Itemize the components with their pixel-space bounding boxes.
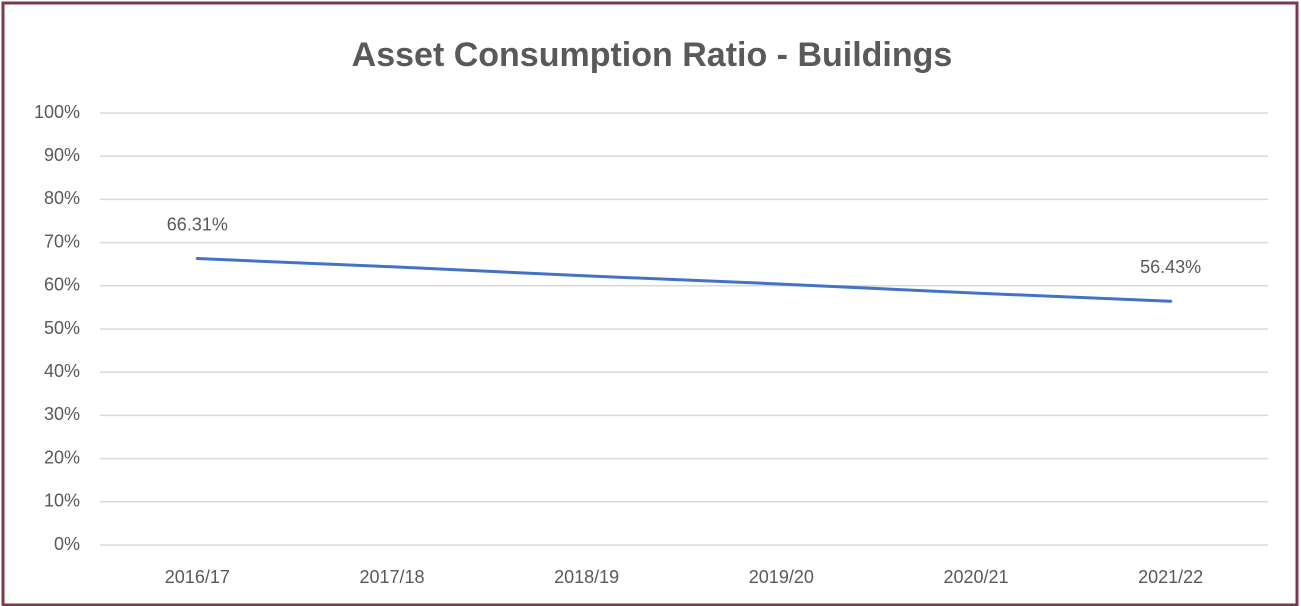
data-line bbox=[195, 257, 1173, 303]
y-tick-label: 100% bbox=[34, 102, 80, 122]
y-tick-label: 10% bbox=[44, 491, 80, 511]
chart-title: Asset Consumption Ratio - Buildings bbox=[352, 36, 953, 74]
y-tick-label: 30% bbox=[44, 404, 80, 424]
y-tick-label: 40% bbox=[44, 361, 80, 381]
x-tick-label: 2018/19 bbox=[554, 567, 619, 587]
x-tick-label: 2016/17 bbox=[165, 567, 230, 587]
y-tick-label: 0% bbox=[54, 534, 80, 554]
x-tick-label: 2019/20 bbox=[749, 567, 814, 587]
y-tick-label: 60% bbox=[44, 275, 80, 295]
data-label: 66.31% bbox=[167, 214, 228, 234]
y-tick-label: 90% bbox=[44, 145, 80, 165]
y-tick-label: 80% bbox=[44, 188, 80, 208]
y-tick-label: 50% bbox=[44, 318, 80, 338]
x-tick-label: 2017/18 bbox=[359, 567, 424, 587]
y-tick-label: 70% bbox=[44, 231, 80, 251]
x-tick-label: 2020/21 bbox=[943, 567, 1008, 587]
y-tick-label: 20% bbox=[44, 447, 80, 467]
data-label: 56.43% bbox=[1140, 257, 1201, 277]
x-tick-label: 2021/22 bbox=[1138, 567, 1203, 587]
